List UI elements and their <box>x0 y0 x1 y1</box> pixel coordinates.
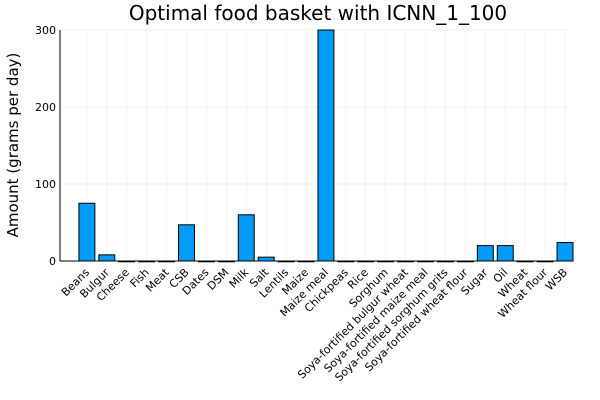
y-tick-label: 0 <box>49 255 56 268</box>
bar-sugar <box>476 245 494 262</box>
y-tick-labels: 0 100 200 300 <box>35 24 56 268</box>
bar-oil <box>496 245 514 262</box>
y-tick-label: 200 <box>35 101 56 114</box>
chart-title: Optimal food basket with ICNN_1_100 <box>129 1 507 25</box>
bar-milk <box>237 214 255 262</box>
bar-maize-meal <box>317 29 335 262</box>
y-tick-label: 300 <box>35 24 56 37</box>
bar-csb <box>178 224 195 262</box>
bar-beans <box>78 202 96 262</box>
bar-wsb <box>556 242 574 262</box>
grid-lines <box>60 29 568 262</box>
axes <box>59 30 568 262</box>
y-axis-title: Amount (grams per day) <box>4 53 22 238</box>
y-tick-label: 100 <box>35 178 56 191</box>
bars <box>78 29 574 263</box>
bar-salt <box>257 256 275 262</box>
bar-bulgur <box>98 254 116 262</box>
